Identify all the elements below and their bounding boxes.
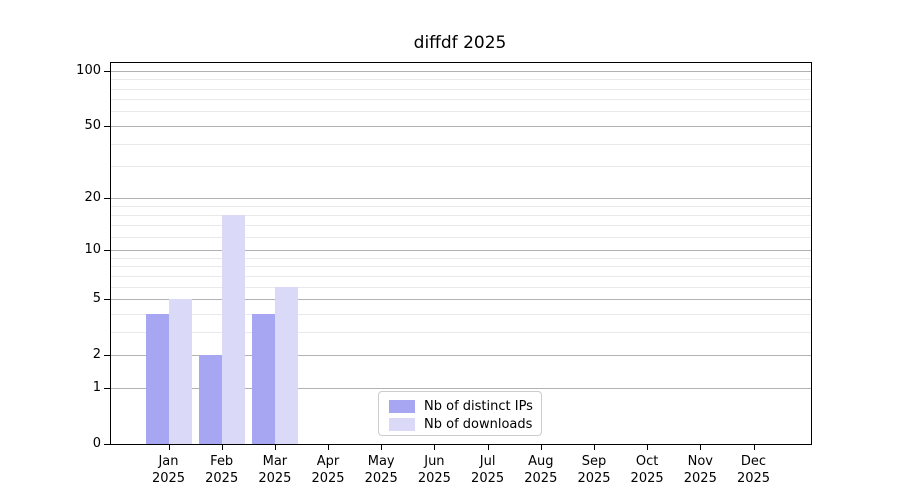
x-tick-label: Jan 2025 [151,454,186,486]
y-tick-label: 100 [76,62,101,78]
gridline-minor [111,205,811,207]
x-tick [221,444,223,450]
legend-swatch-distinct-ips [389,399,415,413]
gridline-minor [111,236,811,238]
legend: Nb of distinct IPs Nb of downloads [378,391,542,436]
x-tick-label: Dec 2025 [736,454,771,486]
x-tick [647,444,649,450]
legend-label-distinct-ips: Nb of distinct IPs [424,398,533,414]
gridline-minor [111,286,811,288]
y-tick [104,70,111,72]
x-tick [274,444,276,450]
y-tick [104,387,111,389]
legend-item-distinct-ips: Nb of distinct IPs [389,398,533,414]
x-tick-label: Sep 2025 [577,454,611,486]
gridline-minor [111,79,811,81]
x-tick-label: Oct 2025 [630,454,664,486]
y-tick [104,125,111,127]
gridline-major [111,355,811,357]
y-tick-label: 1 [92,379,101,395]
x-tick-label: Nov 2025 [683,454,717,486]
x-tick-label: Aug 2025 [524,454,558,486]
gridline-minor [111,266,811,268]
bar-downloads [221,214,245,444]
legend-label-downloads: Nb of downloads [424,416,533,432]
gridline-minor [111,99,811,101]
y-tick-label: 10 [84,242,101,257]
y-tick-label: 5 [92,291,101,306]
gridline-minor [111,313,811,315]
gridline-minor [111,214,811,216]
gridline-minor [111,224,811,226]
gridline-minor [111,275,811,277]
gridline-minor [111,166,811,168]
x-tick [753,444,755,450]
gridline-minor [111,331,811,333]
gridline-minor [111,257,811,259]
y-tick-label: 20 [84,189,101,205]
legend-swatch-downloads [389,417,415,431]
x-tick [700,444,702,450]
gridline-major [111,197,811,199]
x-tick [168,444,170,450]
x-tick [328,444,329,450]
gridline-minor [111,111,811,113]
legend-item-downloads: Nb of downloads [389,416,533,432]
y-tick [104,197,111,199]
y-tick [104,444,111,445]
x-tick [540,444,542,450]
x-tick [487,444,489,450]
x-tick [594,444,595,450]
bar-distinct-ips [251,313,275,444]
y-tick-label: 50 [84,117,101,133]
gridline-major [111,125,811,127]
bar-downloads [274,286,298,444]
bar-distinct-ips [145,313,169,444]
x-tick-label: May 2025 [364,454,398,486]
gridline-minor [111,88,811,90]
bar-distinct-ips [198,355,222,444]
y-tick [104,355,111,357]
gridline-major [111,250,811,251]
x-tick-label: Jul 2025 [471,454,505,486]
x-tick-label: Feb 2025 [205,454,239,486]
y-tick-label: 2 [92,347,101,363]
x-tick [381,444,383,450]
y-tick [104,250,111,251]
gridline-minor [111,143,811,145]
y-tick [104,299,111,300]
gridline-major [111,70,811,72]
plot-area: 0 1 2 5 10 20 50 100 Jan 2025 Feb 2025 Mar 2025 Apr 202… [76,62,812,486]
y-tick-label: 0 [92,436,101,451]
x-tick [434,444,436,450]
x-tick-label: Mar 2025 [258,454,292,486]
chart-title: diffdf 2025 [413,33,507,53]
gridline-major [111,387,811,389]
bar-downloads [168,299,192,444]
x-tick-label: Apr 2025 [311,454,345,486]
x-tick-label: Jun 2025 [417,454,451,486]
gridline-major [111,299,811,300]
